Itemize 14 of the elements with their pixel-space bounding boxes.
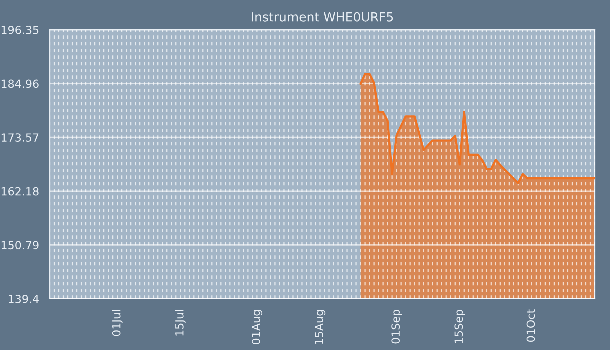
x-tick-label: 15Jul	[175, 310, 186, 336]
x-tick-label: 01Aug	[252, 310, 263, 345]
y-tick-label: 184.96	[2, 80, 39, 88]
x-tick-label: 01Oct	[526, 310, 536, 342]
x-tick-label: 01Jul	[112, 310, 123, 336]
y-tick-label: 150.79	[2, 241, 39, 250]
x-tick-label: 15Sep	[454, 310, 466, 344]
x-tick-label: 15Aug	[315, 310, 326, 344]
x-tick-label: 01Sep	[392, 310, 402, 344]
y-tick-label: 162.18	[2, 187, 39, 196]
chart-title: Instrument WHE0URF5	[252, 12, 394, 22]
y-tick-label: 139.4	[8, 294, 39, 304]
y-tick-label: 196.35	[2, 26, 39, 34]
y-tick-label: 173.57	[2, 134, 39, 142]
